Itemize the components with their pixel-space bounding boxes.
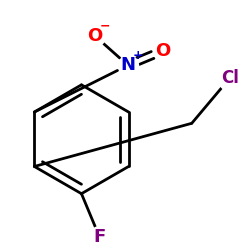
Text: N: N — [120, 56, 136, 74]
Text: O: O — [88, 27, 103, 45]
Text: Cl: Cl — [221, 68, 239, 86]
Text: F: F — [94, 228, 106, 246]
Text: O: O — [155, 42, 170, 60]
Text: −: − — [100, 20, 111, 32]
Text: +: + — [133, 48, 143, 62]
